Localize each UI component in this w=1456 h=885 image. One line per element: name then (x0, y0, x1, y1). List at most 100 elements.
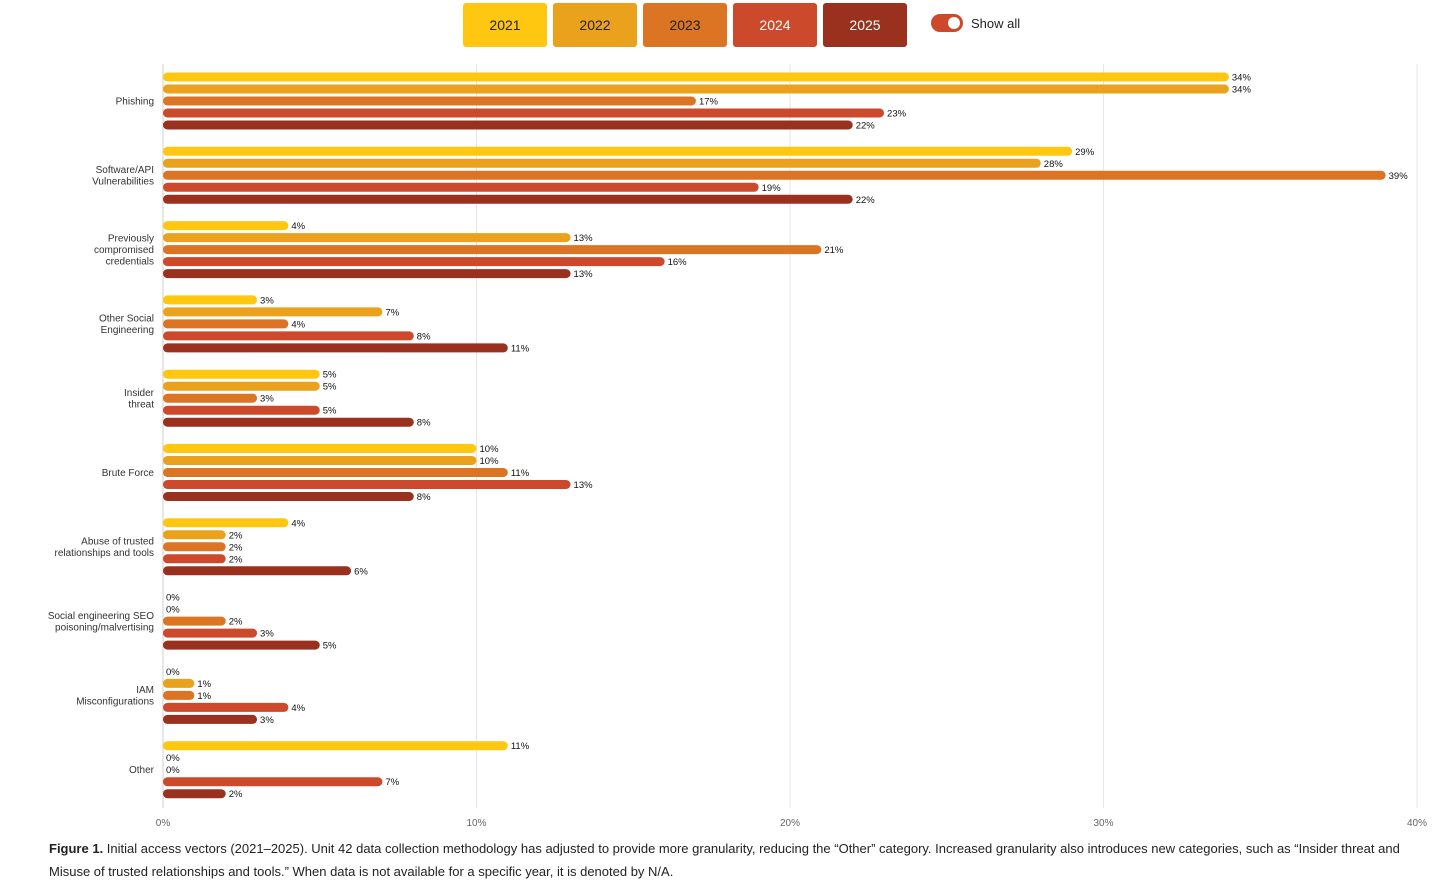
bar-2022 (163, 307, 383, 317)
bar-2021 (163, 741, 508, 751)
category-label: Abuse of trusted relationships and tools (54, 537, 154, 560)
value-label: 10% (480, 444, 500, 455)
bar-2022 (163, 84, 1229, 94)
value-label: 5% (323, 382, 337, 393)
bar-2023 (163, 319, 289, 329)
bar-2021 (163, 72, 1229, 82)
category-label: Phishing (116, 97, 154, 108)
value-label: 10% (480, 456, 500, 467)
value-label: 3% (260, 295, 274, 306)
value-label: 13% (574, 480, 594, 491)
value-label: 0% (166, 765, 180, 776)
value-label: 8% (417, 418, 431, 429)
bar-2025 (163, 417, 414, 427)
bar-2021 (163, 221, 289, 231)
value-label: 21% (824, 245, 844, 256)
bar-2024 (163, 554, 226, 564)
bar-2021 (163, 444, 477, 453)
bar-2025 (163, 789, 226, 799)
bar-2023 (163, 96, 696, 106)
legend-year-2022[interactable]: 2022 (553, 3, 637, 47)
toggle-switch[interactable] (931, 14, 963, 32)
value-label: 2% (229, 530, 243, 541)
bar-2023 (163, 616, 226, 626)
bar-2024 (163, 480, 571, 489)
value-label: 4% (291, 319, 305, 330)
bar-2025 (163, 269, 571, 279)
value-label: 13% (574, 233, 594, 244)
value-label: 8% (417, 331, 431, 342)
bar-2022 (163, 530, 226, 540)
toggle-knob (948, 17, 960, 29)
value-label: 22% (856, 195, 876, 206)
value-label: 5% (323, 641, 337, 652)
category-label: Other (129, 765, 155, 776)
bar-2025 (163, 120, 853, 130)
value-label: 5% (323, 406, 337, 417)
value-label: 3% (260, 715, 274, 726)
legend-year-2024[interactable]: 2024 (733, 3, 817, 47)
value-label: 17% (699, 97, 719, 108)
bar-2024 (163, 702, 289, 712)
bar-2025 (163, 194, 853, 204)
bar-2023 (163, 170, 1386, 180)
bar-2025 (163, 566, 352, 576)
legend-year-2025[interactable]: 2025 (823, 3, 907, 47)
bar-2024 (163, 628, 258, 638)
value-label: 1% (197, 691, 211, 702)
category-label: Software/API Vulnerabilities (92, 165, 154, 188)
bar-2024 (163, 182, 759, 192)
value-label: 0% (166, 605, 180, 616)
value-label: 23% (887, 109, 907, 120)
bar-2021 (163, 518, 289, 528)
value-label: 4% (291, 221, 305, 232)
value-label: 39% (1389, 171, 1409, 182)
value-label: 11% (511, 741, 530, 752)
bar-2023 (163, 542, 226, 552)
value-label: 0% (166, 667, 180, 678)
value-label: 19% (762, 183, 782, 194)
value-label: 2% (229, 554, 243, 565)
value-label: 8% (417, 492, 431, 503)
bar-chart: 0% 10% 20% 30% 40% Phishing Software/API Vulner… (48, 64, 1427, 829)
value-label: 7% (385, 777, 399, 788)
value-label: 22% (856, 121, 876, 132)
value-label: 2% (229, 617, 243, 628)
value-label: 16% (668, 257, 688, 268)
figure-caption: Figure 1. Initial access vectors (2021–2… (49, 837, 1429, 883)
x-tick-label: 10% (466, 818, 486, 829)
value-label: 0% (166, 753, 180, 764)
bar-2024 (163, 108, 885, 118)
category-label: Previously compromised credentials (94, 234, 154, 268)
show-all-toggle[interactable]: Show all (931, 14, 1020, 32)
legend-year-2021[interactable]: 2021 (463, 3, 547, 47)
value-label: 2% (229, 789, 243, 800)
value-label: 11% (511, 468, 530, 479)
value-label: 3% (260, 394, 274, 405)
bar-2025 (163, 343, 508, 353)
value-label: 4% (291, 703, 305, 714)
legend-year-2023[interactable]: 2023 (643, 3, 727, 47)
value-label: 11% (511, 343, 530, 354)
x-tick-label: 30% (1093, 818, 1113, 829)
bar-2022 (163, 158, 1041, 168)
category-label: Other Social Engineering (99, 314, 154, 337)
bar-2022 (163, 381, 320, 391)
x-tick-label: 20% (780, 818, 800, 829)
value-label: 13% (574, 269, 594, 280)
bar-2021 (163, 295, 258, 305)
value-label: 34% (1232, 85, 1252, 96)
year-legend: 2021 2022 2023 2024 2025 (463, 3, 907, 47)
bar-2023 (163, 468, 508, 477)
value-label: 1% (197, 679, 211, 690)
value-label: 0% (166, 593, 180, 604)
value-label: 5% (323, 370, 337, 381)
bar-2025 (163, 640, 320, 650)
bar-2023 (163, 393, 258, 403)
bar-2024 (163, 777, 383, 787)
bar-2024 (163, 405, 320, 415)
bar-2024 (163, 257, 665, 267)
category-label: Brute Force (102, 468, 155, 479)
bar-2022 (163, 678, 195, 688)
value-label: 29% (1075, 147, 1095, 158)
